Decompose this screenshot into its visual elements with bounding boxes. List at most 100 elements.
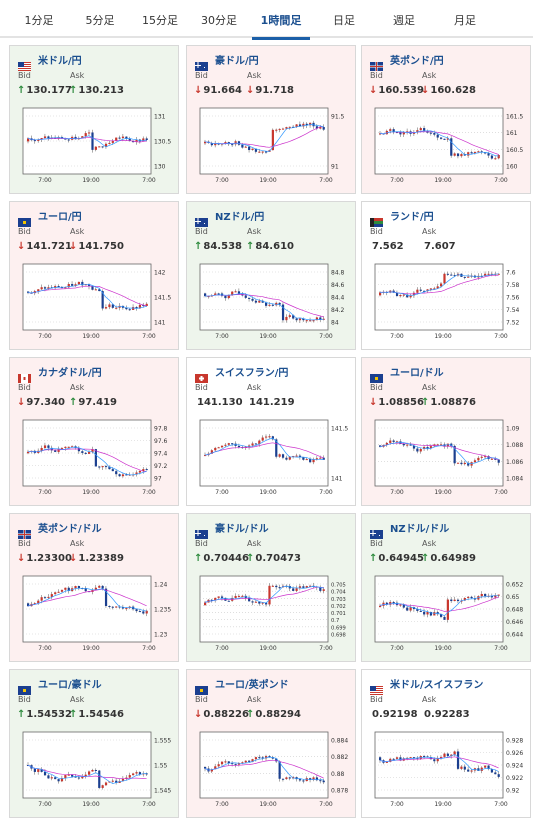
ask-value: ↑0.64989 [421, 553, 476, 564]
tab-3[interactable]: 30分足 [201, 14, 237, 27]
chart-container[interactable]: 91.5 91 7:00 19:00 7:00 [195, 104, 350, 187]
pair-name-link[interactable]: 米ドル/スイスフラン [390, 680, 484, 691]
pair-name-link[interactable]: ランド/円 [390, 212, 434, 223]
chart-container[interactable]: 1.09 1.088 1.086 1.084 7:00 19:00 7:00 [370, 416, 525, 499]
candle-body [309, 585, 312, 587]
chart-container[interactable]: 161.5 161 160.5 160 7:00 19:00 7:00 [370, 104, 525, 187]
candle-body [399, 604, 402, 606]
candle-body [254, 148, 258, 152]
candle-body [490, 769, 494, 773]
currency-card[interactable]: 英ポンド/円 Bid ↓160.539 Ask ↓160.628 161.5 161 160.… [361, 45, 531, 194]
chart-container[interactable]: 0.928 0.926 0.924 0.922 0.92 7:00 19:00 7:00 [370, 728, 525, 811]
pair-name-link[interactable]: ユーロ/豪ドル [38, 680, 102, 691]
price-chart: 142 141.5 141 7:00 19:00 7:00 [22, 263, 171, 340]
chart-container[interactable]: 1.555 1.55 1.545 7:00 19:00 7:00 [18, 728, 173, 811]
candle-body [278, 454, 281, 457]
tab-6[interactable]: 週足 [393, 14, 415, 27]
pair-name-link[interactable]: ユーロ/英ポンド [215, 680, 289, 691]
candle-body [440, 614, 443, 617]
currency-card[interactable]: 米ドル/スイスフラン Bid 0.92198 Ask 0.92283 0.928 0.926… [361, 669, 531, 818]
tab-1[interactable]: 5分足 [85, 14, 115, 27]
pair-name-link[interactable]: NZドル/ドル [390, 524, 450, 535]
ask-price: 130.213 [78, 85, 124, 96]
tab-2[interactable]: 15分足 [142, 14, 178, 27]
short-ma-line [379, 595, 499, 617]
candle-body [111, 469, 114, 472]
pair-name-link[interactable]: NZドル/円 [215, 212, 265, 223]
pair-name-link[interactable]: 豪ドル/ドル [215, 524, 269, 535]
chart-container[interactable]: 7.6 7.58 7.56 7.54 7.52 7:00 19:00 7:00 [370, 260, 525, 343]
pair-name-link[interactable]: スイスフラン/円 [215, 368, 289, 379]
bid-label: Bid [18, 71, 31, 80]
pair-name-link[interactable]: 英ポンド/円 [390, 56, 444, 67]
y-tick-label: 7.54 [506, 307, 520, 314]
pair-name-link[interactable]: 豪ドル/円 [215, 56, 259, 67]
candle-body [443, 273, 446, 284]
long-ma-line [204, 759, 324, 779]
candle-body [392, 129, 395, 132]
pair-name-link[interactable]: 米ドル/円 [38, 56, 82, 67]
candle-body [453, 751, 456, 755]
candle-body [234, 763, 237, 765]
candle-body [379, 292, 382, 296]
tab-0[interactable]: 1分足 [24, 14, 54, 27]
candle-body [409, 444, 412, 446]
currency-card[interactable]: ユーロ/ドル Bid ↓1.08856 Ask ↑1.08876 1.09 1.088 1.0… [361, 357, 531, 506]
chart-container[interactable]: 141.5 141 7:00 19:00 7:00 [195, 416, 350, 499]
currency-card[interactable]: NZドル/ドル Bid ↑0.64945 Ask ↑0.64989 0.652 0.65 0.… [361, 513, 531, 662]
candle-body [37, 769, 40, 772]
chart-container[interactable]: 131 130.5 130 7:00 19:00 7:00 [18, 104, 173, 187]
candle-body [132, 307, 135, 310]
candle-body [27, 291, 30, 293]
chart-container[interactable]: 0.652 0.65 0.648 0.646 0.644 7:00 19:00 7:00 [370, 572, 525, 655]
currency-card[interactable]: 豪ドル/円 Bid ↓91.664 Ask ↓91.718 91.5 91 7:00 19:00… [186, 45, 356, 194]
candle-body [115, 606, 118, 608]
y-tick-label: 84.6 [331, 282, 345, 289]
chart-container[interactable]: 0.884 0.882 0.88 0.878 7:00 19:00 7:00 [195, 728, 350, 811]
pair-name-link[interactable]: ユーロ/ドル [390, 368, 444, 379]
candle-body [429, 757, 433, 760]
currency-card[interactable]: ユーロ/豪ドル Bid ↑1.54532 Ask ↑1.54546 1.555 1.55 1.… [9, 669, 179, 818]
candle-body [88, 451, 91, 454]
candle-body [456, 599, 460, 602]
chart-container[interactable]: 1.24 1.235 1.23 7:00 19:00 7:00 [18, 572, 173, 655]
chart-container[interactable]: 0.705 0.704 0.703 0.702 0.701 0.7 0.699 0.698 7:… [195, 572, 350, 655]
candle-body [288, 126, 291, 128]
chart-container[interactable]: 142 141.5 141 7:00 19:00 7:00 [18, 260, 173, 343]
candle-body [237, 291, 241, 294]
currency-card[interactable]: ユーロ/円 Bid ↓141.721 Ask ↓141.750 142 141.5 141 7:… [9, 201, 179, 350]
x-tick-label: 7:00 [142, 489, 156, 496]
candle-body [309, 320, 312, 322]
y-tick-label: 7.52 [506, 320, 520, 327]
currency-card[interactable]: 英ポンド/ドル Bid ↓1.23300 Ask ↓1.23389 1.24 1.235 1.… [9, 513, 179, 662]
chart-container[interactable]: 97.8 97.6 97.4 97.2 97 7:00 19:00 7:00 [18, 416, 173, 499]
candle-body [436, 758, 439, 762]
candle-body [467, 462, 470, 466]
currency-card[interactable]: ユーロ/英ポンド Bid ↓0.88226 Ask ↑0.88294 0.884 0.882… [186, 669, 356, 818]
currency-card[interactable]: ランド/円 Bid 7.562 Ask 7.607 7.6 7.58 7.56 7.54 7.52… [361, 201, 531, 350]
pair-name-link[interactable]: カナダドル/円 [38, 368, 102, 379]
ask-label: Ask [247, 539, 262, 548]
arrow-up-icon: ↑ [246, 553, 255, 564]
tab-4[interactable]: 1時間足 [252, 0, 310, 40]
arrow-down-icon: ↓ [369, 397, 378, 408]
pair-name-link[interactable]: ユーロ/円 [38, 212, 82, 223]
candle-body [322, 127, 325, 130]
candle-body [254, 443, 258, 445]
candle-body [244, 295, 247, 298]
chart-container[interactable]: 84.8 84.6 84.4 84.2 84 7:00 19:00 7:00 [195, 260, 350, 343]
tab-5[interactable]: 日足 [333, 14, 355, 27]
candle-body [265, 756, 268, 759]
x-tick-label: 7:00 [319, 801, 333, 808]
tab-7[interactable]: 月足 [454, 14, 476, 27]
candle-body [47, 596, 50, 598]
currency-card[interactable]: カナダドル/円 Bid ↓97.340 Ask ↑97.419 97.8 97.6 97.4 9… [9, 357, 179, 506]
pair-name-link[interactable]: 英ポンド/ドル [38, 524, 102, 535]
candle-body [64, 775, 67, 779]
currency-card[interactable]: NZドル/円 Bid ↑84.538 Ask ↑84.610 84.8 84.6 84.4 84… [186, 201, 356, 350]
currency-card[interactable]: スイスフラン/円 Bid 141.130 Ask 141.219 141.5 141 7:00… [186, 357, 356, 506]
currency-card[interactable]: 米ドル/円 Bid ↑130.177 Ask ↑130.213 131 130.5 130 7:… [9, 45, 179, 194]
x-tick-label: 7:00 [38, 333, 52, 340]
currency-card[interactable]: 豪ドル/ドル Bid ↑0.70446 Ask ↑0.70473 0.705 0.704 0.… [186, 513, 356, 662]
candle-body [94, 289, 97, 291]
